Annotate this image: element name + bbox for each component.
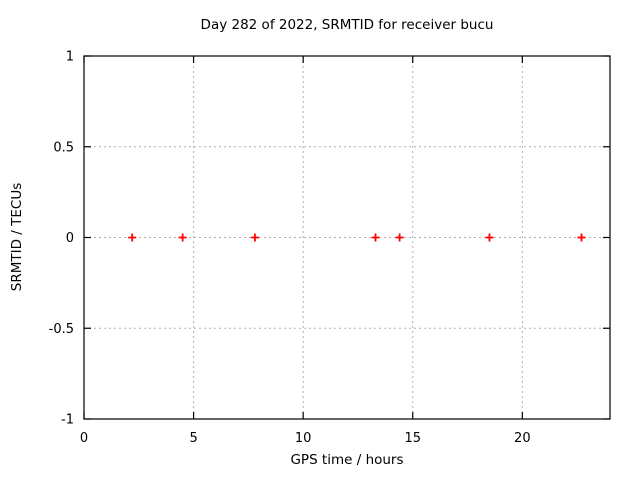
data-point-marker (250, 233, 259, 242)
data-point-marker (577, 233, 586, 242)
y-tick-label: 1 (66, 50, 74, 65)
data-point-marker (128, 233, 137, 242)
plot-border (83, 55, 611, 420)
data-point-marker (485, 233, 494, 242)
data-point-marker (178, 233, 187, 242)
chart-title: Day 282 of 2022, SRMTID for receiver buc… (200, 17, 494, 33)
data-point-marker (395, 233, 404, 242)
x-tick-label: 0 (80, 431, 88, 446)
y-tick-label: -0.5 (49, 322, 74, 337)
y-tick-label: -1 (61, 413, 74, 428)
x-tick-label: 10 (295, 431, 312, 446)
x-tick-label: 15 (404, 431, 421, 446)
x-axis-label: GPS time / hours (290, 452, 404, 468)
y-tick-label: 0.5 (53, 140, 74, 155)
y-tick-label: 0 (66, 231, 74, 246)
x-tick-label: 20 (514, 431, 531, 446)
x-tick-label: 5 (189, 431, 197, 446)
y-axis-label: SRMTID / TECUs (9, 182, 25, 292)
data-point-marker (371, 233, 380, 242)
